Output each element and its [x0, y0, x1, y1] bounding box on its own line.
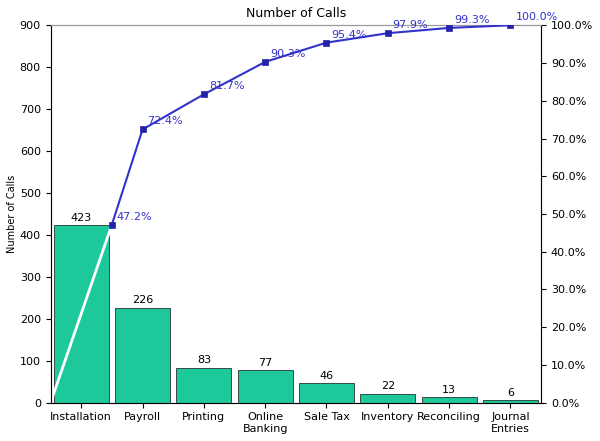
- Text: 22: 22: [380, 381, 395, 391]
- Bar: [483, 400, 538, 403]
- Text: 95.4%: 95.4%: [331, 30, 367, 40]
- Bar: [422, 397, 477, 403]
- Text: 47.2%: 47.2%: [117, 212, 152, 221]
- Text: 423: 423: [71, 213, 92, 223]
- Text: 13: 13: [442, 385, 456, 395]
- Bar: [238, 370, 293, 403]
- Text: 97.9%: 97.9%: [393, 20, 428, 30]
- Text: 77: 77: [258, 358, 272, 368]
- Y-axis label: Number of Calls: Number of Calls: [7, 175, 17, 253]
- Bar: [176, 368, 232, 403]
- Text: 81.7%: 81.7%: [209, 81, 244, 91]
- Text: 6: 6: [507, 388, 514, 398]
- Text: 100.0%: 100.0%: [515, 12, 557, 22]
- Text: 83: 83: [197, 355, 211, 366]
- Text: 99.3%: 99.3%: [454, 15, 490, 25]
- Title: Number of Calls: Number of Calls: [246, 7, 346, 20]
- Bar: [360, 393, 415, 403]
- Bar: [53, 225, 109, 403]
- Text: 226: 226: [132, 295, 153, 306]
- Text: 90.3%: 90.3%: [270, 49, 305, 59]
- Bar: [299, 383, 354, 403]
- Text: 72.4%: 72.4%: [148, 116, 183, 127]
- Bar: [115, 308, 170, 403]
- Text: 46: 46: [319, 371, 334, 381]
